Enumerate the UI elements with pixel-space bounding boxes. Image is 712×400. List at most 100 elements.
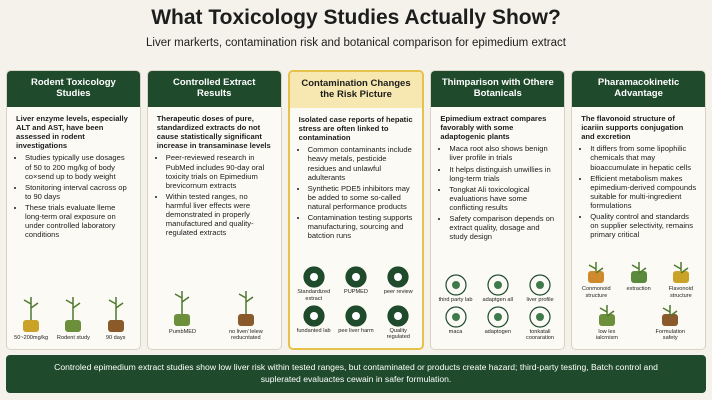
bullet: Peer-reviewed research in PubMed include…	[166, 153, 274, 189]
icon	[237, 290, 254, 326]
bullet: Safety comparison depends on extract qua…	[449, 214, 557, 241]
icon-item: pee liver harm	[336, 305, 375, 340]
bullet: It helps distinguish unwillies in long-t…	[449, 165, 557, 183]
icon	[487, 306, 509, 328]
icon-label: 90 days	[105, 334, 126, 341]
icon	[23, 296, 40, 332]
icon-label: no liver/ lelew reducntated	[228, 328, 263, 341]
icon-item: no liver/ lelew reducntated	[226, 288, 265, 341]
icon-label: peer review	[383, 289, 413, 296]
icon-item: maca	[436, 306, 475, 341]
icon-item: PUPMED	[336, 266, 375, 301]
icon-label: Formulation safety	[655, 328, 686, 341]
icon-label: Rodent study	[56, 334, 90, 341]
icon-item: PumbMED	[163, 288, 202, 341]
icon-label: 50~200mg/kg	[14, 334, 49, 341]
intro: Isolated case reports of hepatic stress …	[298, 115, 413, 143]
intro: The flavonoid structure of icariin suppo…	[581, 114, 684, 142]
icon-item: liver profile	[520, 273, 559, 303]
icon-item: third party lab	[436, 273, 475, 303]
icon	[529, 306, 551, 328]
icon	[387, 266, 409, 289]
card-body: Isolated case reports of hepatic stress …	[290, 108, 423, 264]
icon-label: Flavonoid structure	[668, 286, 693, 299]
card-body: Liver enzyme levels, especially ALT and …	[7, 107, 140, 292]
card: Contamination Changes the Risk Picture Is…	[287, 70, 425, 350]
bullet-list: Common contaminants include heavy metals…	[299, 145, 416, 240]
bullet: Tongkat Ali toxicological evaluations ha…	[449, 185, 557, 212]
icon	[672, 262, 689, 284]
icon-label: pee liver harm	[338, 327, 374, 334]
icon-label: Quality regulated	[386, 327, 410, 340]
bullet-list: It differs from some lipophilic chemical…	[581, 144, 698, 239]
bullet-list: Maca root also shows benign liver profil…	[440, 144, 557, 241]
icon	[588, 262, 605, 284]
icon-item: 50~200mg/kg	[11, 294, 50, 341]
intro: Epimedium extract compares favorably wit…	[440, 114, 547, 142]
icon-item: Flavonoid structure	[661, 259, 700, 299]
icon	[444, 306, 467, 328]
icon	[303, 266, 325, 289]
icon-item: 90 days	[96, 294, 135, 341]
footer-banner: Controled epimedium extract studies show…	[6, 355, 706, 393]
icon-label: maca	[448, 328, 463, 335]
icons: third party lab adaptgen all liver profile…	[431, 272, 564, 349]
icon	[529, 273, 551, 296]
card-body: Therapeutic doses of pure, standardized …	[148, 107, 281, 286]
icon-item: Rodent study	[54, 294, 93, 341]
card-heading: Pharamacokinetic Advantage	[572, 71, 705, 107]
icon-item: adaptogen	[478, 306, 517, 341]
card-heading: Contamination Changes the Risk Picture	[289, 72, 423, 108]
card-body: The flavonoid structure of icariin suppo…	[572, 107, 705, 257]
icon-label: Standardized extract	[297, 289, 331, 302]
icon-item: Conmonoid structure	[577, 259, 616, 299]
icon	[630, 262, 647, 284]
bullet: Efficient metabolism makes epimedium-der…	[590, 174, 698, 210]
title: What Toxicology Studies Actually Show?	[151, 6, 561, 29]
icon	[387, 305, 409, 327]
bullet: Within tested ranges, no harmful liver e…	[166, 192, 274, 238]
bullet: It differs from some lipophilic chemical…	[590, 144, 698, 171]
bullet: Quality control and standards on supplie…	[590, 212, 698, 239]
icon	[487, 273, 509, 296]
icon-label: PUPMED	[344, 289, 368, 296]
icon	[345, 266, 367, 289]
card-heading: Rodent Toxicology Studies	[7, 71, 140, 107]
card-heading: Thimparison with Othere Botanicals	[431, 71, 565, 107]
icon-label: fundanted lab	[296, 327, 331, 334]
icon	[598, 304, 615, 326]
icon-label: extraction	[626, 286, 651, 293]
card: Controlled Extract Results Therapeutic do…	[146, 70, 282, 350]
card: Rodent Toxicology Studies Liver enzyme le…	[6, 70, 141, 350]
icons: Standardized extract PUPMED peer review fun…	[290, 264, 423, 348]
bullet: Contamination testing supports manufactu…	[308, 213, 416, 240]
icon	[444, 273, 467, 296]
icon-label: adaptgen all	[482, 296, 514, 303]
icon-label: tonkatali cooraration	[526, 328, 555, 341]
icon	[174, 290, 191, 326]
subtitle: Liver markerts, contamination risk and b…	[146, 37, 566, 49]
card: Pharamacokinetic Advantage The flavonoid …	[571, 70, 706, 350]
icon	[107, 296, 124, 332]
icon	[303, 305, 325, 327]
icon-label: liver profile	[526, 296, 554, 303]
icon	[662, 304, 679, 326]
card-heading: Controlled Extract Results	[147, 71, 281, 107]
bullet: Synthetic PDE5 inhibitors may be added t…	[308, 184, 416, 211]
icon-item: tonkatali cooraration	[520, 306, 559, 341]
icon-label: low lex ialcrnism	[595, 328, 618, 341]
icon-item: fundanted lab	[294, 305, 333, 340]
bullet: Stonitoring interval cacross op to 90 da…	[25, 183, 133, 201]
card-body: Epimedium extract compares favorably wit…	[431, 107, 564, 272]
icon-item: Quality regulated	[379, 305, 418, 340]
bullet: Common contaminants include heavy metals…	[308, 145, 416, 181]
bullet: These trials evaluate lleme long-term or…	[25, 203, 133, 239]
bullet-list: Studies typically use dosages of 50 to 2…	[16, 153, 133, 239]
intro: Liver enzyme levels, especially ALT and …	[16, 114, 128, 151]
icon-item: Standardized extract	[294, 266, 333, 302]
icon-label: Conmonoid structure	[582, 286, 611, 299]
icon-item: Formulation safety	[651, 302, 690, 341]
icon-label: PumbMED	[168, 328, 197, 335]
icons: PumbMED no liver/ lelew reducntated	[148, 286, 281, 349]
